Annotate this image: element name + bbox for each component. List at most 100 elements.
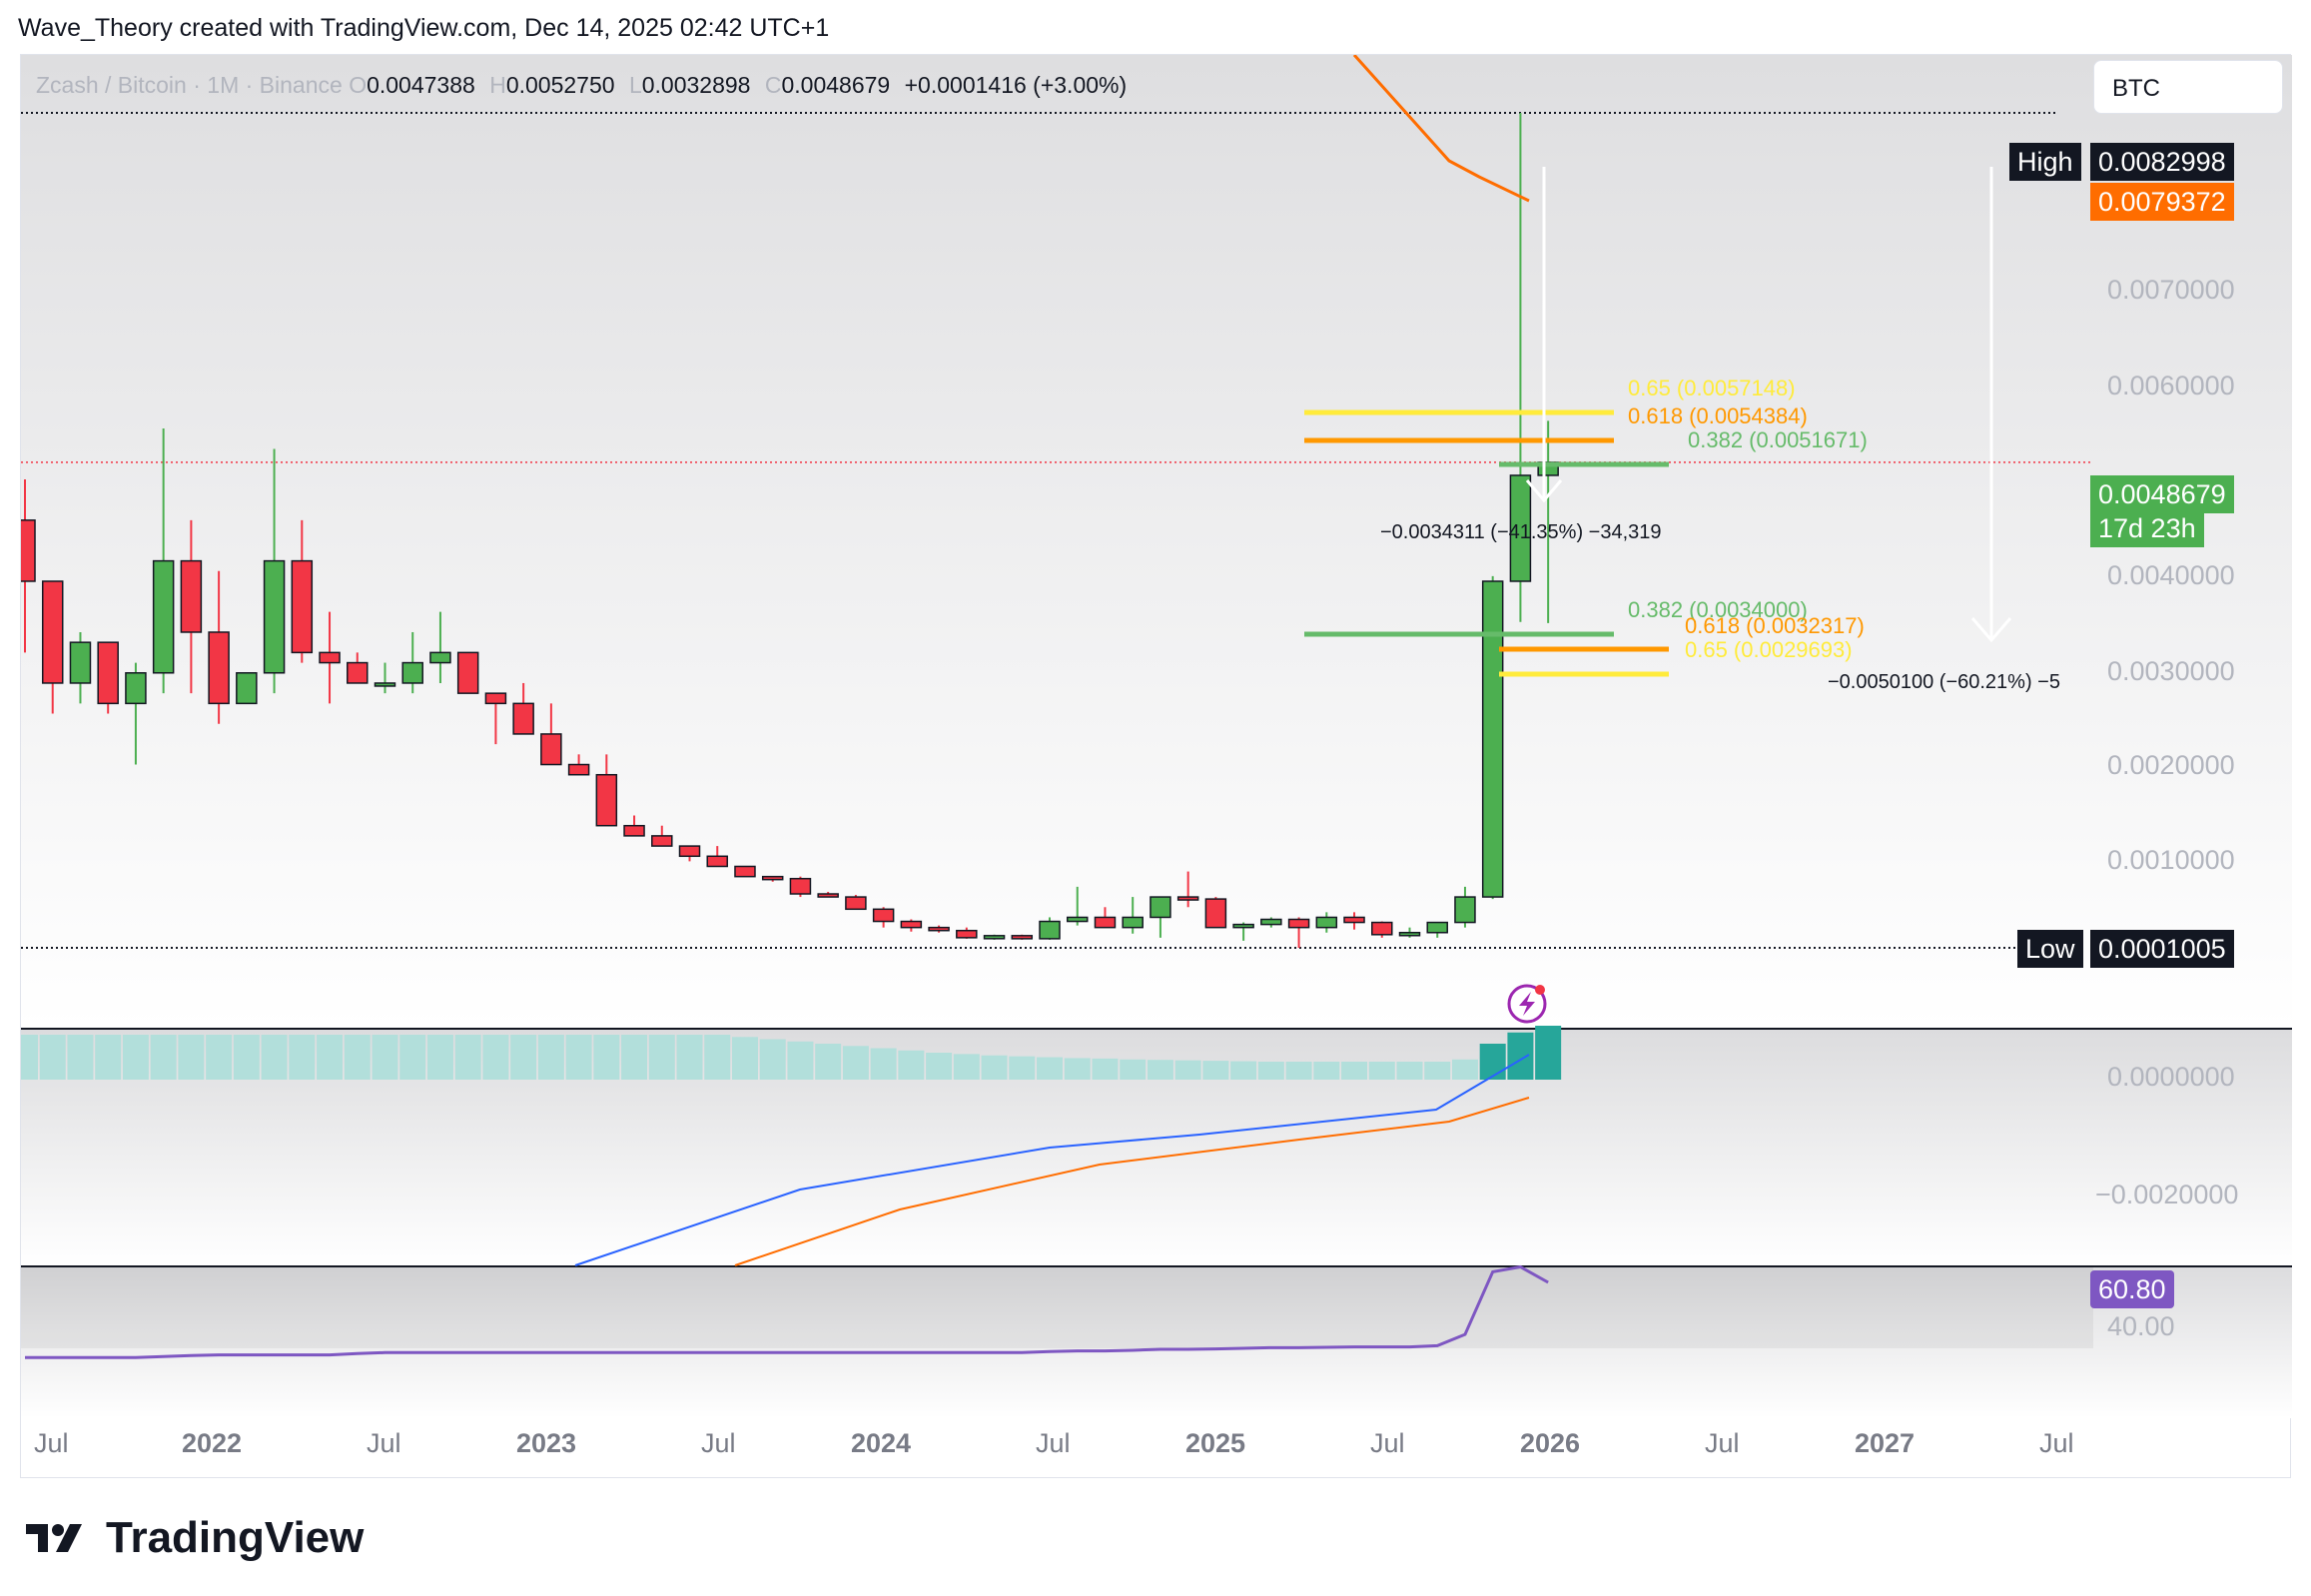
currency-button[interactable]: BTC bbox=[2093, 60, 2283, 114]
macd-histogram-bar bbox=[372, 1035, 398, 1080]
lightning-icon bbox=[1507, 984, 1547, 1024]
macd-histogram-bar bbox=[1230, 1061, 1257, 1080]
rsi-line bbox=[25, 1264, 1549, 1359]
candle-up bbox=[1398, 932, 1421, 937]
macd-histogram-bar bbox=[1037, 1057, 1064, 1080]
macd-histogram-bar bbox=[21, 1035, 38, 1080]
candle-down bbox=[456, 651, 479, 694]
candle-down bbox=[567, 763, 590, 776]
macd-axis-label: −0.0020000 bbox=[2095, 1180, 2239, 1209]
time-axis-label: Jul bbox=[367, 1428, 401, 1458]
tradingview-logo-icon bbox=[26, 1524, 82, 1552]
time-axis-label: 2026 bbox=[1520, 1428, 1581, 1458]
open-label: O bbox=[349, 72, 368, 98]
candle-down bbox=[734, 865, 756, 878]
candle-down bbox=[845, 896, 867, 911]
macd-histogram-bar bbox=[95, 1035, 122, 1080]
high-value-tag: 0.0082998 bbox=[2090, 143, 2234, 181]
tradingview-logo[interactable]: TradingView bbox=[26, 1513, 364, 1563]
macd-histogram-bar bbox=[676, 1035, 703, 1080]
candle-up bbox=[69, 641, 92, 684]
macd-histogram-bar bbox=[621, 1035, 648, 1080]
macd-histogram-bar bbox=[482, 1035, 509, 1080]
candle-down bbox=[1287, 918, 1310, 929]
ohlc-legend: Zcash / Bitcoin · 1M · Binance O0.004738… bbox=[36, 72, 1135, 99]
high-label-tag: High bbox=[2009, 143, 2081, 181]
candle-down bbox=[319, 651, 341, 664]
candle-up bbox=[1150, 896, 1171, 919]
macd-histogram-bar bbox=[122, 1035, 149, 1080]
macd-histogram-bar bbox=[1479, 1044, 1506, 1080]
candle-down bbox=[1204, 898, 1227, 929]
candle-up bbox=[1454, 896, 1476, 924]
time-axis-label: Jul bbox=[701, 1428, 736, 1458]
price-axis-label: 0.0030000 bbox=[2107, 656, 2235, 686]
candle-down bbox=[1011, 935, 1034, 940]
open-value: 0.0047388 bbox=[367, 72, 475, 98]
macd-histogram-bar bbox=[1424, 1062, 1451, 1080]
macd-histogram-bar bbox=[1451, 1059, 1478, 1080]
candle-down bbox=[21, 519, 36, 582]
macd-line bbox=[574, 1054, 1530, 1266]
candle-down bbox=[512, 702, 534, 735]
fib-upper-label: 0.65 (0.0057148) bbox=[1628, 376, 1796, 400]
macd-histogram-bar bbox=[926, 1053, 953, 1080]
macd-histogram-bar bbox=[759, 1039, 786, 1080]
rsi-pane-bg bbox=[21, 1266, 2292, 1418]
candle-up bbox=[236, 672, 258, 705]
signal-line bbox=[734, 1097, 1530, 1266]
fib-lower-label: 0.382 (0.0034000) bbox=[1628, 597, 1808, 622]
low-label: L bbox=[628, 72, 642, 98]
time-axis-label: Jul bbox=[1370, 1428, 1405, 1458]
high-label: H bbox=[489, 72, 506, 98]
macd-histogram-bar bbox=[1285, 1062, 1312, 1080]
macd-histogram-bar bbox=[565, 1035, 592, 1080]
macd-histogram-bar bbox=[1507, 1032, 1534, 1080]
header-attribution: Wave_Theory created with TradingView.com… bbox=[18, 14, 830, 42]
rsi-value-tag: 60.80 bbox=[2090, 1270, 2174, 1308]
macd-histogram-bar bbox=[815, 1044, 842, 1080]
price-axis-label: 0.0060000 bbox=[2107, 371, 2235, 400]
candle-down bbox=[595, 773, 618, 827]
macd-histogram-bar bbox=[1368, 1062, 1395, 1080]
candle-down bbox=[41, 580, 64, 684]
chart-frame[interactable] bbox=[20, 54, 2292, 1479]
price-axis-label: 0.0070000 bbox=[2107, 275, 2235, 305]
time-axis-label: 2022 bbox=[182, 1428, 243, 1458]
candle-down bbox=[761, 875, 784, 881]
macd-histogram-bar bbox=[842, 1046, 869, 1080]
low-value-tag: 0.0001005 bbox=[2090, 930, 2234, 968]
candle-up bbox=[1232, 923, 1254, 929]
candle-down bbox=[956, 929, 978, 939]
measure-arrow-2-head bbox=[1970, 617, 2012, 643]
macd-histogram-bar bbox=[399, 1035, 426, 1080]
macd-histogram-bar bbox=[1064, 1058, 1091, 1080]
candle-down bbox=[291, 559, 314, 654]
macd-histogram-bar bbox=[317, 1035, 344, 1080]
candle-down bbox=[1371, 921, 1393, 936]
tradingview-wordmark: TradingView bbox=[106, 1513, 365, 1562]
candle-up bbox=[125, 672, 147, 705]
candle-up bbox=[1039, 920, 1061, 940]
main-pane-bg bbox=[21, 55, 2292, 1029]
candle-up bbox=[1315, 916, 1338, 929]
candle-up bbox=[152, 559, 175, 674]
time-axis-label: Jul bbox=[2039, 1428, 2074, 1458]
candle-up bbox=[374, 682, 396, 687]
candle-up bbox=[1509, 474, 1532, 582]
time-axis-label: 2023 bbox=[516, 1428, 577, 1458]
time-axis-label: 2025 bbox=[1185, 1428, 1246, 1458]
candle-up bbox=[401, 661, 423, 684]
macd-histogram-bar bbox=[206, 1035, 233, 1080]
candle-down bbox=[789, 877, 812, 895]
macd-histogram-bar bbox=[1120, 1059, 1147, 1080]
macd-histogram-bar bbox=[344, 1035, 371, 1080]
macd-histogram-bar bbox=[981, 1055, 1008, 1080]
candle-down bbox=[180, 559, 203, 633]
macd-histogram-bar bbox=[1396, 1062, 1423, 1080]
macd-histogram-bar bbox=[426, 1035, 453, 1080]
macd-histogram-bar bbox=[150, 1035, 177, 1080]
time-axis-label: Jul bbox=[34, 1428, 69, 1458]
chart-canvas[interactable] bbox=[21, 55, 2292, 1479]
symbol-title[interactable]: Zcash / Bitcoin · 1M · Binance bbox=[36, 72, 343, 98]
